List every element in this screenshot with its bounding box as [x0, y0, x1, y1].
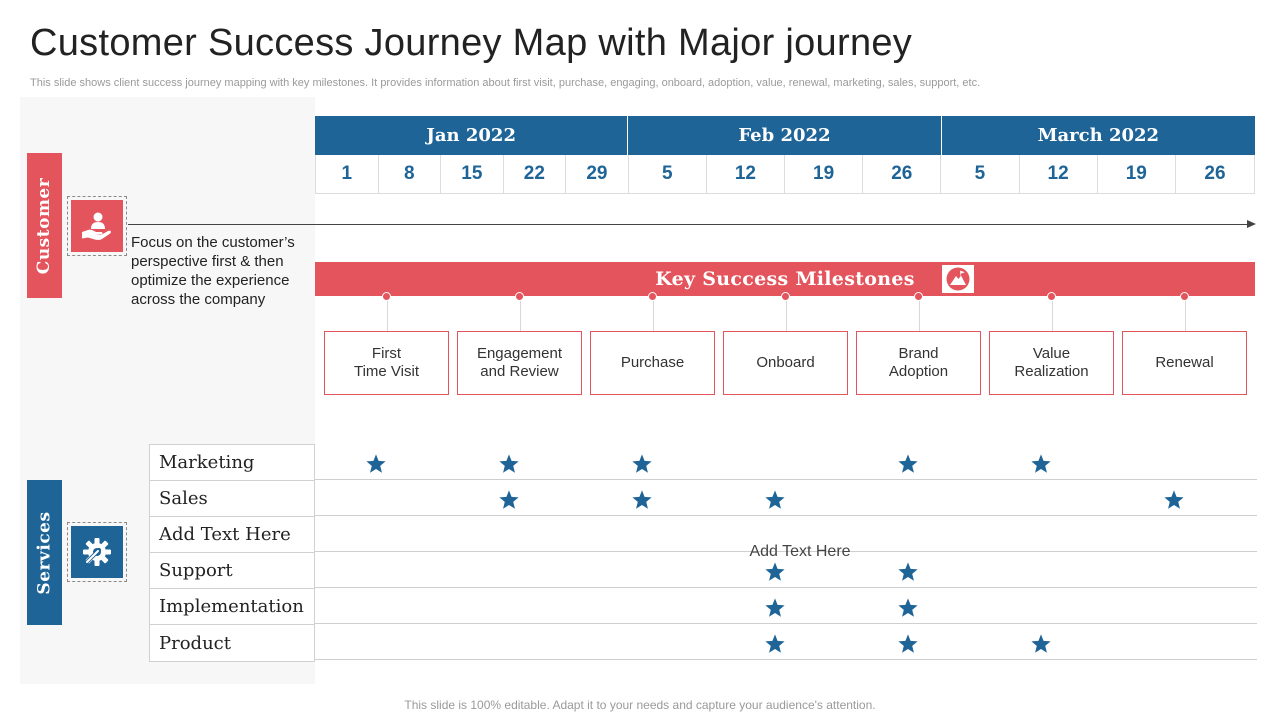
- page-title: Customer Success Journey Map with Major …: [30, 22, 913, 64]
- day-cell: 15: [441, 155, 504, 193]
- day-cell: 26: [1204, 163, 1226, 184]
- mountain-peak-icon: [946, 267, 970, 291]
- customer-tab: Customer: [27, 153, 62, 298]
- day-cell: 5: [941, 155, 1020, 193]
- grid-row-line: [315, 551, 1257, 552]
- milestone-box[interactable]: Brand Adoption: [856, 331, 981, 395]
- milestone-dot: [648, 292, 657, 301]
- milestone-dot: [515, 292, 524, 301]
- milestone-dot: [1047, 292, 1056, 301]
- grid-row-line: [315, 479, 1257, 480]
- customer-description: Focus on the customer’s perspective firs…: [131, 234, 295, 308]
- footer-note: This slide is 100% editable. Adapt it to…: [404, 698, 876, 712]
- milestone-box[interactable]: Renewal: [1122, 331, 1247, 395]
- day-cell: 12: [707, 155, 785, 193]
- service-row-label: Sales: [150, 481, 314, 517]
- star-marker-icon: [764, 489, 786, 511]
- milestone-box[interactable]: First Time Visit: [324, 331, 449, 395]
- day-cell: 22: [504, 155, 567, 193]
- services-tab: Services: [27, 480, 62, 625]
- service-row-label: Product: [159, 632, 231, 654]
- star-marker-icon: [498, 489, 520, 511]
- milestones-bar: Key Success Milestones: [315, 262, 1255, 296]
- day-cell: 19: [785, 155, 864, 193]
- star-marker-icon: [764, 633, 786, 655]
- month-header: Feb 2022: [628, 116, 942, 155]
- service-row-label: Implementation: [150, 589, 314, 625]
- grid-row-line: [315, 623, 1257, 624]
- star-marker-icon: [897, 561, 919, 583]
- star-marker-icon: [897, 633, 919, 655]
- day-cell: 12: [1020, 155, 1098, 193]
- day-cell: 29: [566, 155, 629, 193]
- milestones-title: Key Success Milestones: [655, 268, 915, 290]
- milestone-connector: [785, 301, 787, 331]
- grid-row-line: [315, 587, 1257, 588]
- day-cell: 8: [379, 155, 442, 193]
- milestone-dot: [781, 292, 790, 301]
- services-table: Marketing Sales Add Text Here Support Implem…: [149, 444, 315, 662]
- milestone-box[interactable]: Engagement and Review: [457, 331, 582, 395]
- day-cell: 19: [1098, 155, 1176, 193]
- milestone-dot: [914, 292, 923, 301]
- milestone-dot: [1180, 292, 1189, 301]
- star-marker-icon: [897, 597, 919, 619]
- milestone-connector: [1184, 301, 1186, 331]
- page-subtitle: This slide shows client success journey …: [30, 77, 981, 89]
- gear-wrench-icon: [83, 538, 111, 566]
- day-header-row: 1 8 15 22 29 5 12 19 26 5 12 19 26: [315, 155, 1255, 194]
- milestone-box[interactable]: Onboard: [723, 331, 848, 395]
- arrow-head-icon: [1247, 220, 1256, 228]
- star-marker-icon: [1163, 489, 1185, 511]
- month-header: March 2022: [1037, 125, 1160, 146]
- star-marker-icon: [631, 453, 653, 475]
- add-text-placeholder[interactable]: Add Text Here: [749, 543, 851, 560]
- customer-tab-label: Customer: [34, 177, 55, 274]
- milestone-connector: [652, 301, 654, 331]
- services-tab-label: Services: [34, 510, 55, 595]
- service-row-label: Marketing: [150, 445, 314, 481]
- star-marker-icon: [764, 597, 786, 619]
- milestone-connector: [1051, 301, 1053, 331]
- milestone-connector: [918, 301, 920, 331]
- milestones-icon-box: [940, 263, 976, 295]
- hand-holding-person-icon: [82, 212, 111, 240]
- milestone-box[interactable]: Value Realization: [989, 331, 1114, 395]
- milestone-connector: [519, 301, 521, 331]
- month-header-row: Jan 2022 Feb 2022 March 2022: [315, 116, 1255, 155]
- star-marker-icon: [498, 453, 520, 475]
- milestone-box[interactable]: Purchase: [590, 331, 715, 395]
- day-cell: 5: [629, 155, 707, 193]
- star-marker-icon: [764, 561, 786, 583]
- star-marker-icon: [365, 453, 387, 475]
- service-row-label: Add Text Here: [150, 517, 314, 553]
- customer-icon-box: [67, 196, 127, 256]
- star-marker-icon: [631, 489, 653, 511]
- grid-row-line: [315, 659, 1257, 660]
- service-row-label: Support: [150, 553, 314, 589]
- milestone-dot: [382, 292, 391, 301]
- day-cell: 1: [316, 155, 379, 193]
- milestone-connector: [386, 301, 388, 331]
- month-header: Jan 2022: [315, 116, 629, 155]
- star-marker-icon: [897, 453, 919, 475]
- grid-row-line: [315, 515, 1257, 516]
- services-icon-box: [67, 522, 127, 582]
- star-marker-icon: [1030, 453, 1052, 475]
- timeline-arrow-line: [128, 224, 1248, 225]
- day-cell: 26: [863, 155, 942, 193]
- star-marker-icon: [1030, 633, 1052, 655]
